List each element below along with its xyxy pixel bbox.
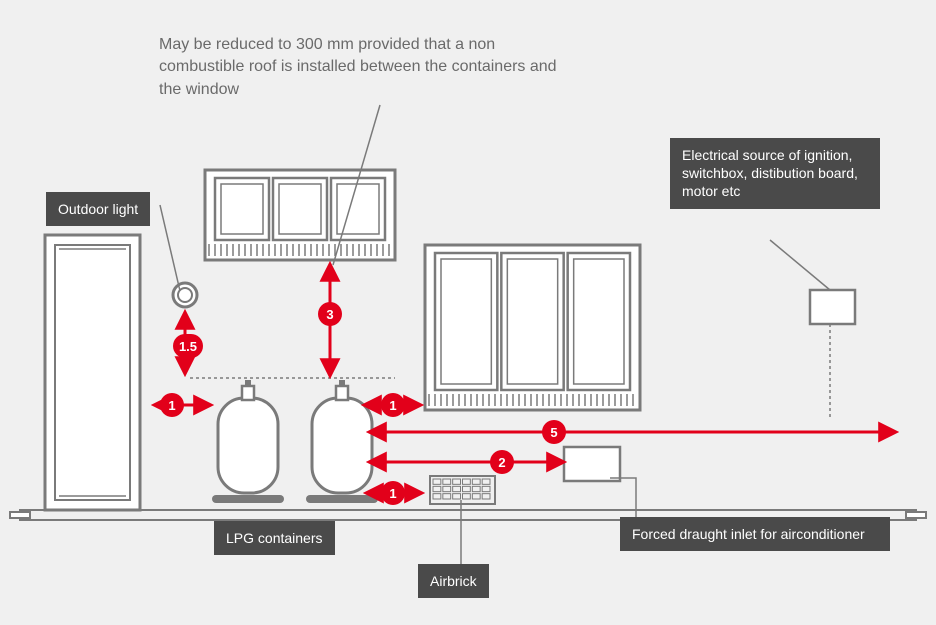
badge-5-electrical: 5: [542, 420, 566, 444]
label-forced-draught: Forced draught inlet for airconditioner: [620, 517, 890, 551]
badge-3-window: 3: [318, 302, 342, 326]
label-electrical-source: Electrical source of ignition, switchbox…: [670, 138, 880, 209]
badge-2-ac: 2: [490, 450, 514, 474]
badge-1-5-light: 1.5: [173, 334, 203, 358]
label-airbrick: Airbrick: [418, 564, 489, 598]
badge-1-door: 1: [160, 393, 184, 417]
diagram-canvas: May be reduced to 300 mm provided that a…: [0, 0, 936, 625]
note-reduced-300mm: May be reduced to 300 mm provided that a…: [159, 34, 559, 101]
label-lpg-containers: LPG containers: [214, 521, 335, 555]
label-outdoor-light: Outdoor light: [46, 192, 150, 226]
badge-1-airbrick: 1: [381, 481, 405, 505]
badge-1-window-side: 1: [381, 393, 405, 417]
